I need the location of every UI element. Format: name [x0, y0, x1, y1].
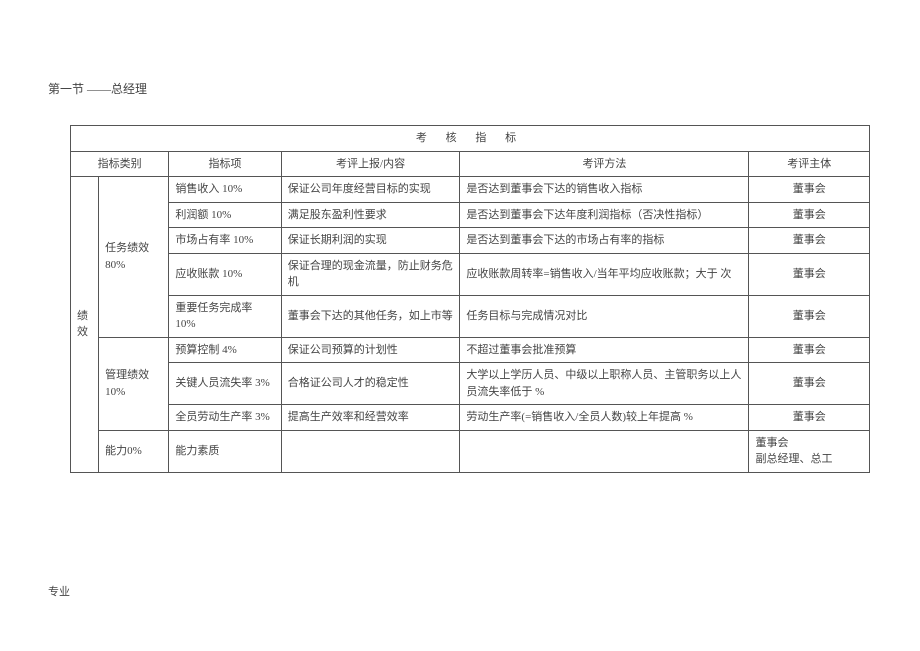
cell-item: 全员劳动生产率 3% — [169, 405, 281, 431]
kpi-table-wrap: 考 核 指 标 指标类别 指标项 考评上报/内容 考评方法 考评主体 绩效 任务… — [70, 125, 870, 473]
cell-method: 应收账款周转率=销售收入/当年平均应收账款；大于 次 — [460, 253, 749, 295]
cell-subject: 董事会 — [749, 295, 870, 337]
cell-item: 重要任务完成率 10% — [169, 295, 281, 337]
cell-report: 保证公司预算的计划性 — [281, 337, 460, 363]
col-report: 考评上报/内容 — [281, 151, 460, 177]
cell-subject: 董事会 — [749, 177, 870, 203]
cell-report — [281, 430, 460, 472]
cell-method: 任务目标与完成情况对比 — [460, 295, 749, 337]
table-row: 考 核 指 标 — [71, 126, 870, 152]
cell-method: 大学以上学历人员、中级以上职称人员、主管职务以上人员流失率低于 % — [460, 363, 749, 405]
cell-subject: 董事会 副总经理、总工 — [749, 430, 870, 472]
cell-method: 不超过董事会批准预算 — [460, 337, 749, 363]
cell-report: 合格证公司人才的稳定性 — [281, 363, 460, 405]
page-footer: 专业 — [48, 583, 70, 599]
cell-method — [460, 430, 749, 472]
table-row: 重要任务完成率 10% 董事会下达的其他任务，如上市等 任务目标与完成情况对比 … — [71, 295, 870, 337]
cell-subject: 董事会 — [749, 228, 870, 254]
main-header: 考 核 指 标 — [71, 126, 870, 152]
cell-item: 利润额 10% — [169, 202, 281, 228]
cell-method: 是否达到董事会下达年度利润指标（否决性指标） — [460, 202, 749, 228]
cell-item: 应收账款 10% — [169, 253, 281, 295]
cell-item: 销售收入 10% — [169, 177, 281, 203]
col1-performance: 绩效 — [71, 177, 99, 473]
col-category: 指标类别 — [71, 151, 169, 177]
section-title: 第一节 ——总经理 — [48, 80, 147, 97]
table-row: 关键人员流失率 3% 合格证公司人才的稳定性 大学以上学历人员、中级以上职称人员… — [71, 363, 870, 405]
cell-method: 是否达到董事会下达的市场占有率的指标 — [460, 228, 749, 254]
cell-report: 保证公司年度经营目标的实现 — [281, 177, 460, 203]
cell-report: 董事会下达的其他任务，如上市等 — [281, 295, 460, 337]
cell-item: 市场占有率 10% — [169, 228, 281, 254]
table-row: 管理绩效10% 预算控制 4% 保证公司预算的计划性 不超过董事会批准预算 董事… — [71, 337, 870, 363]
col-item: 指标项 — [169, 151, 281, 177]
kpi-table: 考 核 指 标 指标类别 指标项 考评上报/内容 考评方法 考评主体 绩效 任务… — [70, 125, 870, 473]
cell-method: 是否达到董事会下达的销售收入指标 — [460, 177, 749, 203]
table-row: 指标类别 指标项 考评上报/内容 考评方法 考评主体 — [71, 151, 870, 177]
group-ability: 能力0% — [99, 430, 169, 472]
col-subject: 考评主体 — [749, 151, 870, 177]
cell-item: 能力素质 — [169, 430, 281, 472]
cell-report: 保证合理的现金流量，防止财务危机 — [281, 253, 460, 295]
cell-subject: 董事会 — [749, 337, 870, 363]
cell-item: 关键人员流失率 3% — [169, 363, 281, 405]
table-row: 全员劳动生产率 3% 提高生产效率和经营效率 劳动生产率(=销售收入/全员人数)… — [71, 405, 870, 431]
table-row: 能力0% 能力素质 董事会 副总经理、总工 — [71, 430, 870, 472]
cell-report: 提高生产效率和经营效率 — [281, 405, 460, 431]
table-row: 绩效 任务绩效80% 销售收入 10% 保证公司年度经营目标的实现 是否达到董事… — [71, 177, 870, 203]
col-method: 考评方法 — [460, 151, 749, 177]
cell-subject: 董事会 — [749, 405, 870, 431]
cell-subject: 董事会 — [749, 202, 870, 228]
group-mgmt: 管理绩效10% — [99, 337, 169, 430]
table-row: 市场占有率 10% 保证长期利润的实现 是否达到董事会下达的市场占有率的指标 董… — [71, 228, 870, 254]
table-row: 利润额 10% 满足股东盈利性要求 是否达到董事会下达年度利润指标（否决性指标）… — [71, 202, 870, 228]
cell-subject: 董事会 — [749, 253, 870, 295]
cell-report: 保证长期利润的实现 — [281, 228, 460, 254]
group-task: 任务绩效80% — [99, 177, 169, 338]
cell-method: 劳动生产率(=销售收入/全员人数)较上年提高 % — [460, 405, 749, 431]
cell-subject: 董事会 — [749, 363, 870, 405]
table-row: 应收账款 10% 保证合理的现金流量，防止财务危机 应收账款周转率=销售收入/当… — [71, 253, 870, 295]
cell-report: 满足股东盈利性要求 — [281, 202, 460, 228]
cell-item: 预算控制 4% — [169, 337, 281, 363]
